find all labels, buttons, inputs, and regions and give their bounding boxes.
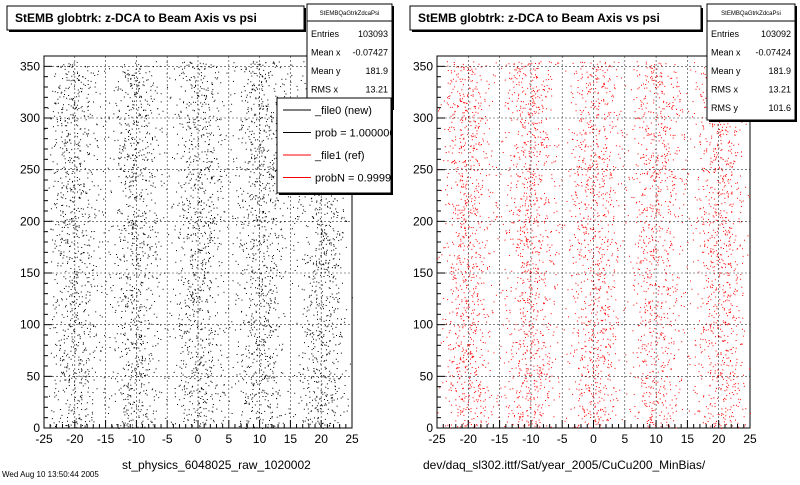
y-tick-label: 350 bbox=[20, 59, 40, 73]
stats-value: 103093 bbox=[358, 29, 388, 39]
x-tick-label: 25 bbox=[345, 432, 359, 446]
legend-entry-label: _file0 (new) bbox=[314, 105, 372, 117]
y-tick-label: 300 bbox=[20, 111, 40, 125]
chart-title: StEMB globtrk: z-DCA to Beam Axis vs psi bbox=[15, 11, 257, 25]
grid bbox=[44, 56, 352, 428]
x-tick-label: 10 bbox=[649, 432, 663, 446]
stats-label: Mean x bbox=[311, 48, 341, 58]
stats-label: RMS y bbox=[711, 103, 739, 113]
y-tick-label: 250 bbox=[20, 163, 40, 177]
stats-value: 101.6 bbox=[768, 103, 791, 113]
legend-entry-label: probN = 0.999999 bbox=[315, 173, 403, 185]
y-tick-label: 350 bbox=[413, 59, 433, 73]
stats-value: 181.9 bbox=[365, 66, 388, 76]
stats-label: RMS x bbox=[311, 85, 339, 95]
legend-entry-label: _file1 (ref) bbox=[314, 150, 365, 162]
stats-value: -0.07424 bbox=[755, 48, 791, 58]
chart-1: -25 -20 -15 -10 -5 0 5 10 15 20 250501001502002503… bbox=[6, 3, 403, 446]
x-tick-label: -15 bbox=[491, 432, 509, 446]
stats-value: -0.07427 bbox=[352, 48, 388, 58]
y-tick-label: 0 bbox=[426, 421, 433, 435]
left-footer-label: st_physics_6048025_raw_1020002 bbox=[122, 458, 311, 472]
x-tick-label: -10 bbox=[522, 432, 540, 446]
legend-entry-label: prob = 1.000000 bbox=[315, 128, 395, 140]
axes: -25 -20 -15 -10 -5 0 5 10 15 20 250501001502002503… bbox=[413, 55, 757, 446]
stats-label: Entries bbox=[711, 29, 740, 39]
x-tick-label: 0 bbox=[590, 432, 597, 446]
x-tick-label: 20 bbox=[712, 432, 726, 446]
chart-2: -25 -20 -15 -10 -5 0 5 10 15 20 250501001502002503… bbox=[409, 3, 797, 446]
x-tick-label: -20 bbox=[66, 432, 84, 446]
y-tick-label: 150 bbox=[413, 266, 433, 280]
scatter-points bbox=[44, 61, 353, 429]
stats-box: StEMBQaGtrkZdcaPsi Entries 103093 Mean x -0.… bbox=[306, 3, 394, 110]
x-tick-label: 15 bbox=[284, 432, 298, 446]
y-tick-label: 200 bbox=[20, 214, 40, 228]
axes: -25 -20 -15 -10 -5 0 5 10 15 20 250501001502002503… bbox=[20, 55, 359, 446]
legend: _file0 (new) prob = 1.000000 _file1 (ref) p… bbox=[276, 97, 403, 195]
stats-value: 13.21 bbox=[365, 85, 388, 95]
y-tick-label: 50 bbox=[420, 369, 434, 383]
y-tick-label: 200 bbox=[413, 214, 433, 228]
y-tick-label: 50 bbox=[27, 369, 41, 383]
grid bbox=[437, 56, 750, 428]
right-footer-label: dev/daq_sl302.ittf/Sat/year_2005/CuCu200… bbox=[423, 458, 706, 472]
title-box bbox=[6, 5, 305, 31]
y-tick-label: 250 bbox=[413, 163, 433, 177]
y-tick-label: 100 bbox=[20, 318, 40, 332]
x-tick-label: 20 bbox=[315, 432, 329, 446]
x-tick-label: -25 bbox=[428, 432, 446, 446]
stats-label: Mean y bbox=[711, 66, 741, 76]
stats-label: Mean y bbox=[311, 66, 341, 76]
x-tick-label: 25 bbox=[743, 432, 757, 446]
x-tick-label: -10 bbox=[128, 432, 146, 446]
title-box bbox=[409, 5, 702, 31]
stats-label: RMS x bbox=[711, 85, 739, 95]
stats-label: Mean x bbox=[711, 48, 741, 58]
x-tick-label: -5 bbox=[557, 432, 568, 446]
stats-value: 13.21 bbox=[768, 85, 791, 95]
scatter-dots bbox=[44, 61, 353, 429]
stats-name: StEMBQaGtrkZdcaPsi bbox=[721, 11, 781, 17]
timestamp-label: Wed Aug 10 13:50:44 2005 bbox=[2, 470, 99, 479]
y-tick-label: 300 bbox=[413, 111, 433, 125]
y-tick-label: 150 bbox=[20, 266, 40, 280]
x-tick-label: -20 bbox=[460, 432, 478, 446]
x-tick-label: 5 bbox=[621, 432, 628, 446]
x-tick-label: -5 bbox=[162, 432, 173, 446]
stats-value: 103092 bbox=[761, 29, 791, 39]
stats-name: StEMBQaGtrkZdcaPsi bbox=[320, 11, 380, 17]
y-tick-label: 0 bbox=[33, 421, 40, 435]
x-tick-label: 10 bbox=[253, 432, 267, 446]
x-tick-label: -25 bbox=[35, 432, 53, 446]
x-tick-label: 0 bbox=[195, 432, 202, 446]
x-tick-label: 5 bbox=[225, 432, 232, 446]
chart-title: StEMB globtrk: z-DCA to Beam Axis vs psi bbox=[418, 11, 660, 25]
y-tick-label: 100 bbox=[413, 318, 433, 332]
stats-label: Entries bbox=[311, 29, 340, 39]
x-tick-label: -15 bbox=[97, 432, 115, 446]
stats-value: 181.9 bbox=[768, 66, 791, 76]
stats-frame bbox=[706, 3, 796, 121]
stats-box: StEMBQaGtrkZdcaPsi Entries 103092 Mean x -0.… bbox=[706, 3, 797, 122]
x-tick-label: 15 bbox=[681, 432, 695, 446]
